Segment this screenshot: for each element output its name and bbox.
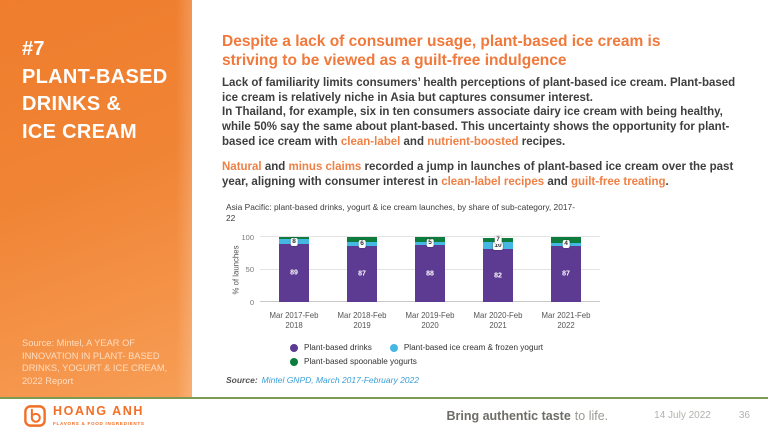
x-axis-label: Mar 2021-Feb 2022 [541,311,591,331]
page-number: 36 [738,410,750,421]
bar-value-label: 8 [290,237,298,246]
body-paragraph-2: Natural and minus claims recorded a jump… [222,161,734,188]
legend-dot-icon [290,343,298,352]
chart-title: Asia Pacific: plant-based drinks, yogurt… [226,202,575,224]
bar-segment: 10 [483,241,513,250]
bar-segment [347,237,377,242]
bar-value-label: 82 [494,272,502,280]
chart-bars: 89 8 87 6 88 5 82 10 7 87 4 [260,236,600,303]
tagline-light: to life. [574,408,609,423]
x-axis-label: Mar 2017-Feb 2018 [269,311,319,331]
sidebar-source-note: Source: Mintel, A YEAR OF INNOVATION IN … [22,338,168,386]
bar-segment: 87 [551,245,581,303]
chart: Asia Pacific: plant-based drinks, yogurt… [226,202,626,385]
stacked-bar: 87 6 [347,237,377,303]
bar-segment: 4 [551,240,581,249]
chart-legend: Plant-based drinks Plant-based ice cream … [290,343,620,366]
bar-value-label: 6 [358,239,366,248]
x-axis-label: Mar 2018-Feb 2019 [337,311,387,331]
logo-text: HOANG ANH FLAVORS & FOOD INGREDIENTS [53,404,145,426]
bar-segment: 6 [347,239,377,248]
x-axis-label: Mar 2020-Feb 2021 [473,311,523,331]
footer: HOANG ANH FLAVORS & FOOD INGREDIENTS Bri… [0,397,768,432]
gridline [260,236,600,238]
hoang-anh-logo-icon [24,404,46,427]
highlighted-phrase: clean-label recipes [441,175,545,188]
legend-dot-icon [290,357,298,366]
bar-column: 89 8 [260,237,328,303]
legend-item: Plant-based ice cream & frozen yogurt [389,343,544,353]
chart-plot-area: % of launches 89 8 87 6 88 5 82 10 7 87 4 0 50 100 [232,233,600,305]
bar-segment: 8 [279,237,309,246]
bar-column: 87 4 [532,237,600,303]
highlighted-phrase: clean-label [340,135,401,148]
x-axis-label: Mar 2019-Feb 2020 [405,311,455,331]
body-paragraph-1: Lack of familiarity limits consumers’ he… [222,77,736,148]
bar-value-label: 7 [494,236,502,245]
bar-segment: 87 [347,245,377,303]
bar-column: 82 10 7 [464,236,532,303]
legend-label: Plant-based ice cream & frozen yogurt [403,343,544,353]
bar-value-label: 10 [492,241,504,250]
bar-segment [551,237,581,244]
bar-value-label: 89 [290,269,298,277]
sidebar: #7 PLANT-BASED DRINKS & ICE CREAM Source… [0,0,192,397]
y-axis-tick: 100 [241,232,254,242]
main-content: Despite a lack of consumer usage, plant-… [192,0,768,397]
stacked-bar: 88 5 [415,237,445,303]
legend-label: Plant-based drinks [304,343,372,353]
highlighted-phrase: guilt-free treating [570,175,666,188]
slide-heading: Despite a lack of consumer usage, plant-… [222,33,661,69]
bar-column: 88 5 [396,237,464,303]
y-axis-tick: 50 [245,264,254,274]
chart-source-text: Mintel GNPD, March 2017-February 2022 [261,375,419,386]
chart-x-labels: Mar 2017-Feb 2018 Mar 2018-Feb 2019 Mar 20… [260,311,600,331]
hoang-anh-logo: HOANG ANH FLAVORS & FOOD INGREDIENTS [24,405,145,427]
highlighted-phrase: minus claims [288,161,362,174]
tagline-bold: Bring authentic taste [446,408,571,423]
bar-value-label: 87 [562,270,570,278]
bar-segment: 82 [483,248,513,303]
bar-segment: 7 [483,236,513,245]
stacked-bar: 89 8 [279,237,309,303]
brand-name: HOANG ANH [53,404,145,419]
legend-item: Plant-based spoonable yogurts [290,357,417,366]
chart-source-prefix: Source: [226,375,258,386]
footer-tagline: Bring authentic taste to life. [446,409,608,423]
highlighted-phrase: Natural [222,161,262,174]
footer-date: 14 July 2022 [654,410,711,421]
bar-value-label: 5 [426,239,434,248]
stacked-bar: 87 4 [551,237,581,303]
legend-label: Plant-based spoonable yogurts [304,357,417,367]
legend-dot-icon [389,343,398,352]
legend-item: Plant-based drinks [290,343,372,352]
highlighted-phrase: nutrient-boosted [427,135,519,148]
bar-value-label: 87 [358,270,366,278]
chart-source-note: Source: Mintel GNPD, March 2017-February … [226,375,626,385]
brand-subtitle: FLAVORS & FOOD INGREDIENTS [53,420,145,426]
bar-segment: 89 [279,244,309,303]
slide-section-title: #7 PLANT-BASED DRINKS & ICE CREAM [22,38,168,143]
bar-value-label: 88 [426,270,434,278]
bar-segment: 5 [415,239,445,248]
stacked-bar: 82 10 7 [483,236,513,303]
bar-column: 87 6 [328,237,396,303]
bar-value-label: 4 [562,240,570,249]
y-axis-tick: 0 [249,297,254,307]
bar-segment: 88 [415,245,445,303]
